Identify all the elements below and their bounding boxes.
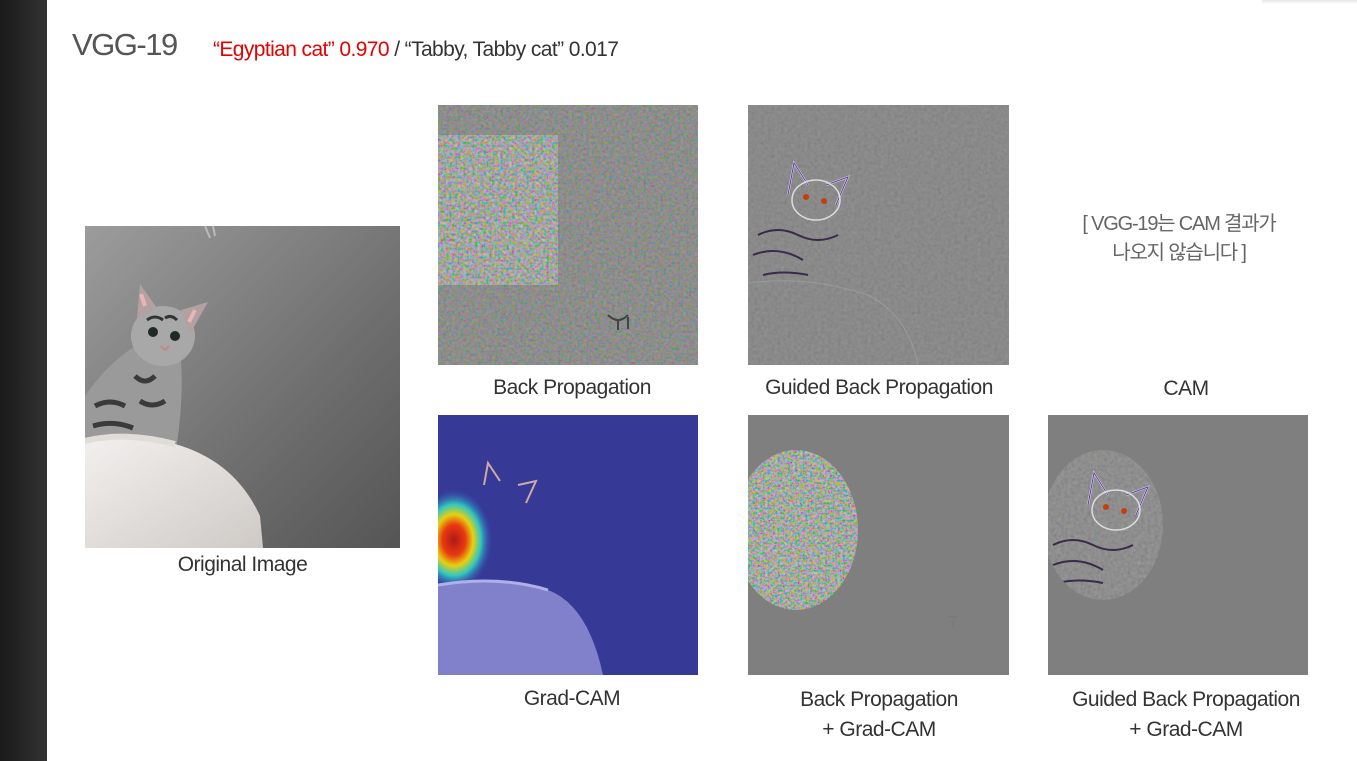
backprop-caption: Back Propagation [493,376,651,399]
original-image [85,226,400,548]
cam-caption: CAM [1163,377,1209,400]
guided-backprop-caption: Guided Back Propagation [765,376,993,399]
prediction-separator: / [388,38,405,61]
backprop-image [438,105,698,365]
guided-gradcam-caption-line-2: + Grad-CAM [1129,718,1243,741]
prediction-line: “Egyptian cat” 0.970 / “Tabby, Tabby cat… [213,38,619,62]
cam-unavailable-note: [ VGG-19는 CAM 결과가 나오지 않습니다 ] [1060,210,1298,268]
backprop-gradcam-caption-line-2: + Grad-CAM [822,718,936,741]
gradcam-caption: Grad-CAM [523,687,621,710]
corner-shadow [1262,0,1357,4]
second-prediction: “Tabby, Tabby cat” 0.017 [404,38,619,61]
guided-backprop-image [748,105,1009,365]
model-title: VGG-19 [72,27,178,62]
guided-gradcam-image [1048,415,1308,675]
slide-sidebar-bar [0,0,47,761]
backprop-gradcam-caption: Back Propagation + Grad-CAM [744,685,1014,745]
gradcam-image [438,415,698,675]
cam-note-line-1: [ VGG-19는 CAM 결과가 [1082,213,1276,235]
guided-gradcam-caption: Guided Back Propagation + Grad-CAM [1050,685,1322,745]
cam-note-line-2: 나오지 않습니다 ] [1112,242,1247,264]
original-image-caption: Original Image [177,553,308,576]
backprop-gradcam-caption-line-1: Back Propagation [800,688,958,711]
top-prediction: “Egyptian cat” 0.970 [213,38,390,61]
guided-gradcam-caption-line-1: Guided Back Propagation [1072,688,1300,711]
backprop-gradcam-image [748,415,1009,675]
